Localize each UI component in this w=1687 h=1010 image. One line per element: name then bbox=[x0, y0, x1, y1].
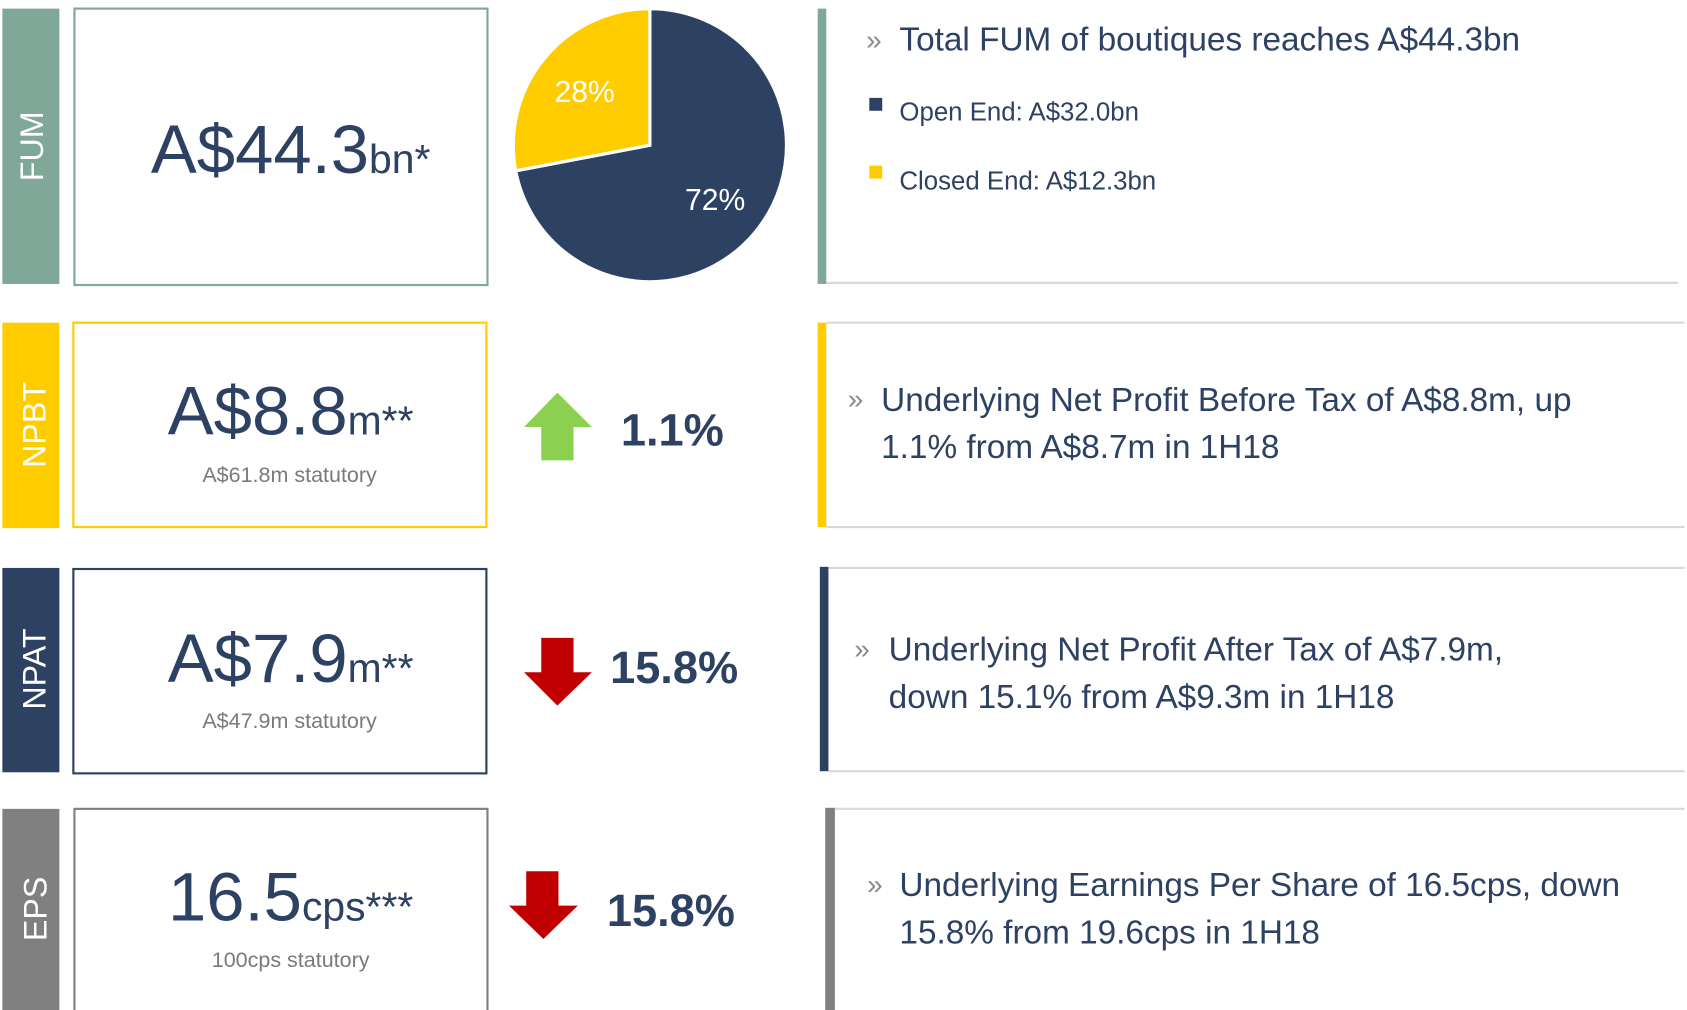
pie-label: 28% bbox=[554, 76, 614, 109]
bullet: » bbox=[866, 24, 882, 55]
panel-text: Underlying Net Profit After Tax of A$7.9… bbox=[889, 631, 1503, 668]
legend-swatch bbox=[869, 165, 883, 179]
value: A$7.9m** bbox=[168, 620, 414, 697]
value-number: A$7.9 bbox=[168, 620, 348, 697]
value-number: 16.5 bbox=[168, 859, 302, 936]
bullet: » bbox=[854, 633, 870, 664]
value: A$44.3bn* bbox=[151, 111, 431, 188]
legend-label: Closed End: A$12.3bn bbox=[899, 167, 1156, 195]
tab bbox=[2, 808, 60, 1010]
tab-label: NPBT bbox=[16, 382, 52, 468]
legend-swatch bbox=[869, 97, 883, 111]
panel-text: Total FUM of boutiques reaches A$44.3bn bbox=[899, 22, 1520, 59]
pie-slice bbox=[511, 6, 652, 173]
value-box bbox=[72, 321, 488, 529]
statutory: A$61.8m statutory bbox=[202, 463, 377, 487]
panel-text: 15.8% from 19.6cps in 1H18 bbox=[899, 914, 1320, 951]
tab-label: FUM bbox=[14, 111, 50, 181]
panel-text: down 15.1% from A$9.3m in 1H18 bbox=[889, 679, 1395, 716]
panel-bar bbox=[817, 322, 827, 528]
pie-chart: 72% 28% bbox=[511, 6, 789, 284]
value-unit: cps*** bbox=[302, 884, 413, 930]
statutory: 100cps statutory bbox=[212, 948, 370, 972]
panel-text: 1.1% from A$8.7m in 1H18 bbox=[881, 429, 1279, 466]
value-box bbox=[72, 567, 488, 775]
value-box bbox=[73, 807, 489, 1010]
pie-label: 72% bbox=[685, 184, 745, 217]
change: 1.1% bbox=[621, 404, 724, 455]
tab bbox=[2, 567, 60, 773]
down-arrow bbox=[508, 871, 578, 940]
value: A$8.8m** bbox=[168, 373, 414, 450]
panel-bar bbox=[819, 566, 829, 772]
value-unit: m** bbox=[348, 398, 414, 444]
value-unit: m** bbox=[348, 645, 414, 691]
statutory: A$47.9m statutory bbox=[202, 709, 377, 733]
bullet: » bbox=[848, 384, 864, 415]
value-unit: bn* bbox=[369, 136, 430, 182]
up-arrow bbox=[524, 392, 592, 461]
change: 15.8% bbox=[610, 642, 738, 693]
panel-text: Underlying Earnings Per Share of 16.5cps… bbox=[899, 867, 1620, 904]
value-box bbox=[73, 7, 489, 287]
down-arrow bbox=[524, 637, 592, 706]
panel-bar bbox=[817, 8, 827, 284]
value-number: A$8.8 bbox=[168, 373, 348, 450]
panel-text: Underlying Net Profit Before Tax of A$8.… bbox=[881, 382, 1571, 419]
value: 16.5cps*** bbox=[168, 859, 413, 936]
tab bbox=[2, 8, 60, 284]
panel-bar bbox=[825, 807, 835, 1010]
bullet: » bbox=[867, 869, 883, 900]
tab-label: NPAT bbox=[16, 628, 52, 709]
value-number: A$44.3 bbox=[151, 111, 369, 188]
tab bbox=[2, 322, 60, 529]
change: 15.8% bbox=[607, 885, 735, 936]
tab-label: EPS bbox=[17, 877, 53, 942]
legend-label: Open End: A$32.0bn bbox=[899, 98, 1139, 126]
